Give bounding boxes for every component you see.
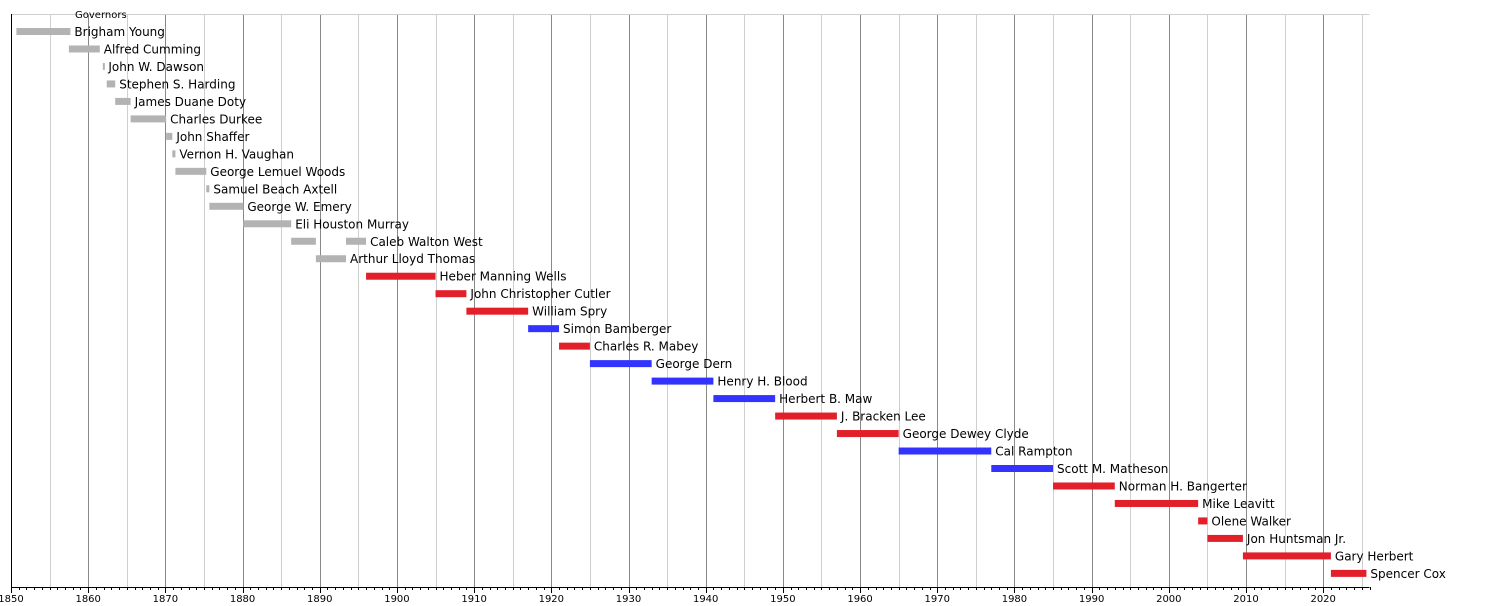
x-axis: 1850 1860 1870 1880 1890 1900 1910 1920 1930 1940… bbox=[0, 14, 1371, 605]
governor-label: John Shaffer bbox=[175, 130, 249, 144]
governor-label: J. Bracken Lee bbox=[840, 410, 926, 424]
term-bar bbox=[836, 430, 899, 438]
governor-label: William Spry bbox=[532, 305, 607, 319]
governor-label: Scott M. Matheson bbox=[1057, 462, 1168, 476]
term-bar bbox=[528, 325, 560, 333]
governor-label: Gary Herbert bbox=[1335, 549, 1414, 563]
x-tick-label: 2020 bbox=[1310, 594, 1335, 605]
term-bar bbox=[16, 28, 71, 35]
term-bar bbox=[206, 185, 210, 193]
bars bbox=[16, 28, 1367, 577]
governor-label: Arthur Lloyd Thomas bbox=[350, 252, 475, 266]
x-tick-label: 1950 bbox=[770, 594, 795, 605]
term-bar bbox=[175, 167, 207, 175]
term-bar bbox=[1242, 552, 1331, 560]
governor-label: George Dern bbox=[656, 357, 733, 371]
x-tick-label: 2010 bbox=[1233, 594, 1258, 605]
term-bar bbox=[68, 45, 100, 53]
governor-label: Stephen S. Harding bbox=[119, 77, 235, 91]
term-bar bbox=[366, 272, 436, 280]
x-tick-label: 1900 bbox=[384, 594, 409, 605]
term-bar bbox=[115, 97, 131, 105]
governor-label: Vernon H. Vaughan bbox=[179, 147, 294, 161]
bar-labels: Brigham Young Alfred Cumming John W. Dawso… bbox=[74, 25, 1445, 581]
x-tick-label: 1920 bbox=[539, 594, 564, 605]
term-bar bbox=[559, 342, 590, 350]
term-bar bbox=[1053, 482, 1115, 490]
governor-label: Brigham Young bbox=[74, 25, 165, 39]
governor-label: George Lemuel Woods bbox=[210, 165, 345, 179]
governor-label: Norman H. Bangerter bbox=[1119, 479, 1247, 493]
term-bar bbox=[291, 237, 316, 245]
term-bar bbox=[775, 412, 837, 420]
governor-label: Samuel Beach Axtell bbox=[213, 182, 337, 196]
x-tick-label: 1930 bbox=[616, 594, 641, 605]
governor-label: Henry H. Blood bbox=[717, 375, 807, 389]
governor-label: Caleb Walton West bbox=[370, 235, 483, 249]
term-bar bbox=[315, 255, 346, 263]
governor-label: James Duane Doty bbox=[134, 95, 246, 109]
governor-label: George Dewey Clyde bbox=[903, 427, 1029, 441]
governor-label: Olene Walker bbox=[1211, 514, 1291, 528]
term-bar bbox=[106, 80, 116, 88]
x-tick-label: 2000 bbox=[1156, 594, 1181, 605]
minor-gridlines bbox=[50, 14, 1363, 587]
governor-label: Jon Huntsman Jr. bbox=[1246, 532, 1346, 546]
term-bar bbox=[345, 237, 367, 245]
governor-label: Herbert B. Maw bbox=[779, 392, 872, 406]
governor-label: John Christopher Cutler bbox=[469, 287, 610, 301]
term-bar bbox=[1114, 499, 1199, 507]
x-tick-label: 1860 bbox=[75, 594, 100, 605]
x-tick-label: 1990 bbox=[1079, 594, 1104, 605]
term-bar bbox=[130, 115, 167, 123]
governor-label: Mike Leavitt bbox=[1202, 497, 1275, 511]
governor-label: Charles Durkee bbox=[170, 112, 262, 126]
term-bar bbox=[589, 360, 652, 368]
term-bar bbox=[243, 220, 292, 228]
term-bar bbox=[898, 447, 992, 455]
governor-label: Spencer Cox bbox=[1370, 567, 1445, 581]
term-bar bbox=[1207, 534, 1243, 542]
governor-label: Heber Manning Wells bbox=[440, 270, 567, 284]
x-tick-label: 1870 bbox=[153, 594, 178, 605]
term-bar bbox=[1330, 569, 1367, 577]
term-bar bbox=[166, 132, 173, 140]
term-bar bbox=[435, 290, 467, 298]
governor-label: Cal Rampton bbox=[995, 445, 1072, 459]
term-bar bbox=[991, 465, 1054, 472]
section-title: Governors bbox=[75, 10, 127, 21]
major-gridlines bbox=[88, 14, 1324, 587]
term-bar bbox=[1198, 517, 1208, 525]
governor-label: Alfred Cumming bbox=[104, 42, 201, 56]
governor-label: Simon Bamberger bbox=[563, 322, 671, 336]
x-tick-label: 1980 bbox=[1002, 594, 1027, 605]
term-bar bbox=[209, 202, 244, 210]
term-bar bbox=[172, 150, 176, 158]
x-tick-label: 1880 bbox=[230, 594, 255, 605]
x-tick-label: 1850 bbox=[0, 594, 24, 605]
governor-label: Eli Houston Murray bbox=[295, 217, 409, 231]
term-bar bbox=[466, 307, 529, 315]
governor-label: Charles R. Mabey bbox=[594, 340, 698, 354]
term-bar bbox=[713, 395, 776, 403]
term-bar bbox=[651, 377, 714, 385]
governor-label: John W. Dawson bbox=[107, 60, 204, 74]
x-tick-label: 1940 bbox=[693, 594, 718, 605]
x-tick-label: 1970 bbox=[925, 594, 950, 605]
x-tick-label: 1910 bbox=[461, 594, 486, 605]
term-bar bbox=[102, 62, 105, 70]
governor-label: George W. Emery bbox=[247, 200, 351, 214]
x-tick-label: 1960 bbox=[847, 594, 872, 605]
x-tick-label: 1890 bbox=[307, 594, 332, 605]
